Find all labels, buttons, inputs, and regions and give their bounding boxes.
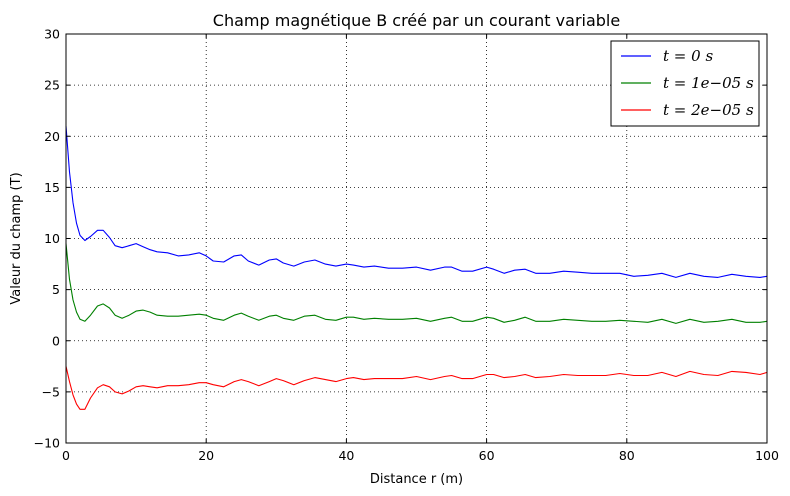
x-tick-label: 0 (62, 448, 70, 463)
legend-box (610, 40, 760, 127)
legend-label: t = 0 s (663, 47, 713, 65)
legend: t = 0 s t = 1e−05 s t = 2e−05 s (610, 40, 760, 127)
series-line (65, 366, 768, 410)
series-line (65, 243, 768, 324)
ticks: 0 20 40 60 80 100 −10 −5 0 5 10 15 20 25 30 (34, 27, 779, 464)
y-axis-label: Valeur du champ (T) (9, 172, 24, 304)
x-axis-label: Distance r (m) (370, 472, 463, 487)
y-tick-label: 0 (52, 333, 60, 348)
x-tick-label: 60 (479, 448, 495, 463)
y-tick-label: 10 (44, 231, 60, 246)
y-tick-label: 20 (44, 129, 60, 144)
y-tick-label: 25 (44, 78, 60, 93)
legend-label: t = 2e−05 s (663, 101, 754, 119)
x-tick-label: 20 (198, 448, 214, 463)
y-tick-label: −5 (42, 384, 60, 399)
y-tick-label: −10 (34, 436, 60, 451)
x-tick-label: 80 (619, 448, 635, 463)
x-tick-label: 100 (755, 448, 779, 463)
y-tick-label: 15 (44, 180, 60, 195)
series-line (65, 125, 768, 278)
y-tick-label: 5 (52, 282, 60, 297)
legend-label: t = 1e−05 s (663, 74, 754, 92)
y-tick-label: 30 (44, 27, 60, 42)
plot-area (65, 125, 768, 410)
chart-title: Champ magnétique B créé par un courant v… (213, 11, 620, 30)
x-tick-label: 40 (338, 448, 354, 463)
